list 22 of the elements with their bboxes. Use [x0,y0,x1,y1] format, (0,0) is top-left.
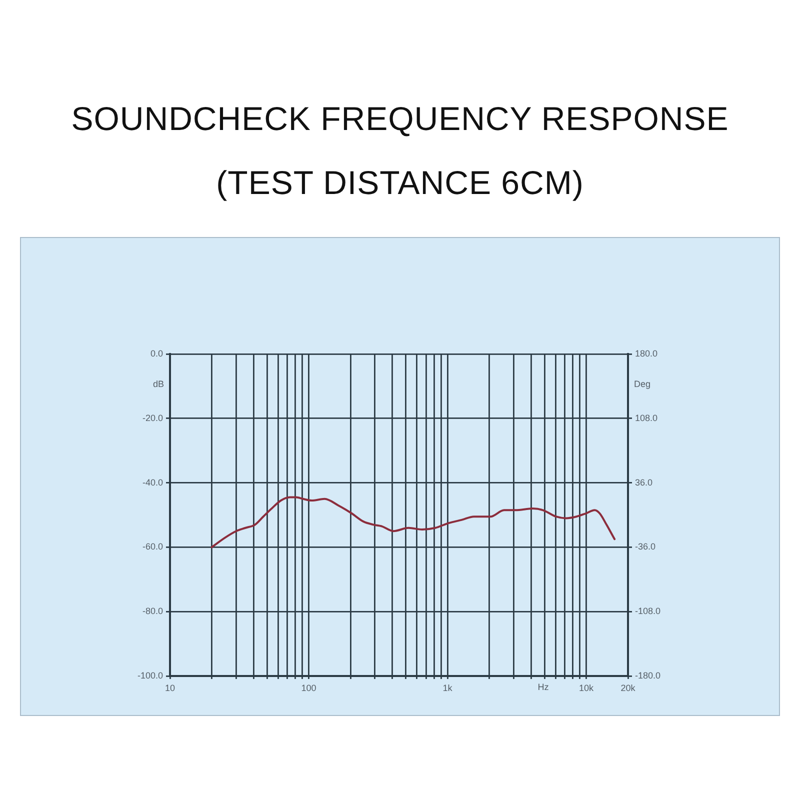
x-tick-label: 1k [442,682,453,693]
y-tick-label: -40.0 [142,477,163,488]
y2-tick-label: -36.0 [635,542,656,552]
chart-title: SOUNDCHECK FREQUENCY RESPONSE [70,100,730,138]
x-tick-label: 10k [578,682,594,693]
y2-tick-label: 36.0 [635,477,653,488]
x-tick-label: 100 [301,682,316,693]
y-axis-title: dB [152,379,164,390]
y-tick-label: -60.0 [142,542,163,552]
chart-subtitle: (TEST DISTANCE 6CM) [215,164,585,202]
y2-tick-label: 180.0 [635,348,658,358]
y2-tick-label: -108.0 [635,606,661,616]
x-tick-label: 20k [620,682,636,693]
y2-tick-label: 108.0 [635,412,658,423]
y2-tick-label: -180.0 [635,670,661,680]
y-tick-label: -20.0 [142,412,163,423]
x-tick-label: 10 [164,682,176,693]
y-tick-label: 0.0 [150,348,163,358]
y2-axis-title: Deg [634,379,651,390]
x-axis-title: Hz [538,682,550,692]
y-tick-label: -100.0 [137,670,163,680]
y-tick-label: -80.0 [142,606,163,616]
